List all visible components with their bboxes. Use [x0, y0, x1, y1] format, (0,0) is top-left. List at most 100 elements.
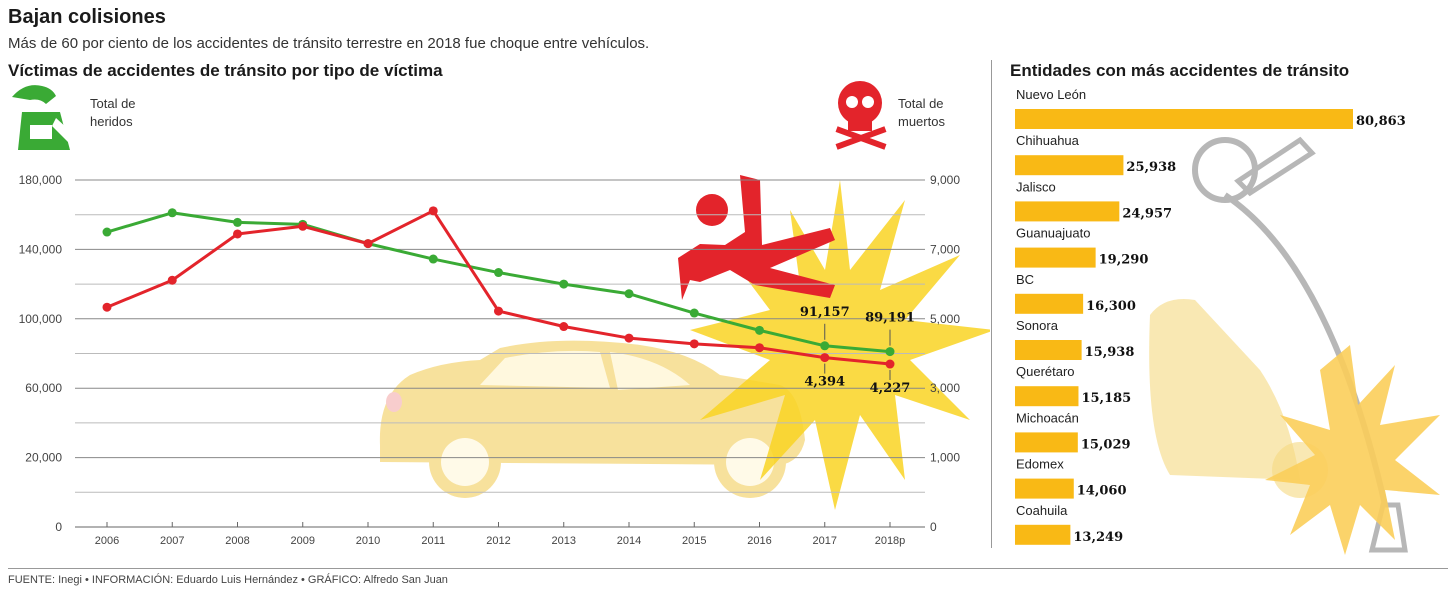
x-tick-label: 2014 — [617, 535, 641, 547]
bar-category-label: Sonora — [1016, 318, 1059, 333]
bar-value-label: 15,029 — [1081, 437, 1131, 452]
data-point — [102, 227, 112, 237]
data-point — [428, 254, 438, 264]
data-point — [167, 208, 177, 218]
legend-heridos: Total de heridos — [90, 96, 136, 129]
x-tick-label: 2015 — [682, 535, 706, 547]
y-right-tick-label: 7,000 — [930, 242, 960, 256]
y-right-tick-label: 3,000 — [930, 381, 960, 395]
explosion-illustration — [690, 180, 990, 510]
data-point — [689, 339, 699, 349]
x-tick-label: 2012 — [486, 535, 510, 547]
chart-lines — [102, 206, 895, 369]
x-tick-label: 2008 — [225, 535, 249, 547]
y-left-tick-label: 20,000 — [25, 451, 62, 465]
y-left-tick-label: 60,000 — [25, 381, 62, 395]
bar-value-label: 13,249 — [1073, 530, 1123, 545]
y-left-tick-label: 0 — [55, 520, 62, 534]
x-tick-label: 2006 — [95, 535, 119, 547]
data-point — [428, 206, 438, 216]
bar — [1015, 109, 1353, 129]
bar-category-label: BC — [1016, 272, 1034, 287]
bar-category-label: Jalisco — [1016, 179, 1056, 194]
bar-value-label: 16,300 — [1086, 299, 1136, 314]
bar — [1015, 155, 1124, 176]
x-tick-label: 2007 — [160, 535, 184, 547]
bar-value-label: 19,290 — [1099, 253, 1149, 268]
bar-value-label: 15,938 — [1085, 345, 1135, 360]
data-point — [820, 353, 830, 363]
bar-chart: Nuevo León 80,863 Chihuahua 25,938 Jalisco 24… — [1015, 87, 1440, 555]
bar-value-label: 80,863 — [1356, 114, 1406, 129]
data-point — [755, 343, 764, 353]
y-right-tick-label: 0 — [930, 520, 937, 534]
falling-person-icon — [678, 175, 835, 300]
annotation-label: 4,227 — [870, 381, 911, 396]
data-point — [885, 347, 895, 357]
bars-group: Nuevo León 80,863 Chihuahua 25,938 Jalisco 24… — [1015, 87, 1406, 545]
line-chart: 180,000 140,000 100,000 60,000 20,000 0 9,000 7… — [12, 81, 990, 547]
page-subtitle: Más de 60 por ciento de los accidentes d… — [8, 35, 650, 52]
bar — [1015, 478, 1074, 499]
data-point — [885, 359, 895, 369]
x-tick-label: 2011 — [421, 535, 445, 547]
annotation-label: 91,157 — [800, 305, 850, 320]
bar-value-label: 14,060 — [1077, 484, 1127, 499]
data-point — [363, 239, 373, 249]
annotation-label: 4,394 — [804, 375, 845, 390]
bar-value-label: 15,185 — [1081, 391, 1131, 406]
x-tick-label: 2018p — [875, 535, 906, 547]
data-point — [494, 268, 503, 278]
y-left-tick-label: 100,000 — [19, 312, 63, 326]
source-footer: FUENTE: Inegi • INFORMACIÓN: Eduardo Lui… — [8, 574, 448, 586]
annotation-label: 89,191 — [865, 311, 915, 326]
data-point — [755, 325, 764, 335]
data-point — [298, 221, 308, 231]
bar-category-label: Coahuila — [1016, 503, 1068, 518]
y-right-tick-label: 9,000 — [930, 173, 960, 187]
bar — [1015, 524, 1071, 545]
x-tick-label: 2016 — [747, 535, 771, 547]
data-point — [624, 333, 634, 343]
y-right-tick-label: 1,000 — [930, 451, 960, 465]
data-point — [559, 322, 569, 332]
y-right-tick-label: 5,000 — [930, 312, 960, 326]
data-point — [233, 229, 242, 239]
bar-value-label: 24,957 — [1122, 206, 1172, 221]
injured-person-icon — [12, 85, 80, 150]
data-point — [167, 275, 177, 285]
bar — [1015, 340, 1082, 360]
data-point — [494, 306, 503, 316]
section-divider — [991, 60, 992, 548]
data-point — [624, 289, 634, 299]
car-illustration — [379, 340, 805, 498]
bar-category-label: Edomex — [1016, 457, 1064, 472]
data-point — [820, 341, 830, 351]
page-title: Bajan colisiones — [8, 6, 166, 28]
data-point — [102, 302, 112, 312]
skull-crossbones-icon — [835, 81, 887, 150]
bar-category-label: Michoacán — [1016, 410, 1079, 425]
data-point — [689, 308, 699, 318]
bar — [1015, 293, 1084, 314]
bar — [1015, 201, 1120, 222]
x-tick-label: 2010 — [356, 535, 380, 547]
right-chart-title: Entidades con más accidentes de tránsito — [1010, 61, 1350, 80]
bar — [1015, 247, 1096, 268]
streetlight-illustration — [1149, 136, 1440, 555]
y-left-tick-label: 180,000 — [19, 173, 63, 187]
left-chart-title: Víctimas de accidentes de tránsito por t… — [8, 61, 443, 80]
bar-category-label: Chihuahua — [1016, 133, 1080, 148]
bar — [1015, 432, 1078, 453]
footer-rule — [8, 568, 1448, 569]
bar — [1015, 386, 1079, 407]
x-tick-label: 2009 — [291, 535, 315, 547]
bar-value-label: 25,938 — [1126, 160, 1176, 175]
legend-muertos: Total de muertos — [898, 96, 945, 129]
data-point — [559, 279, 569, 289]
x-tick-label: 2013 — [552, 535, 576, 547]
y-left-tick-label: 140,000 — [19, 242, 63, 256]
bar-category-label: Nuevo León — [1016, 87, 1086, 102]
bar-category-label: Querétaro — [1016, 364, 1075, 379]
chart-labels: 180,000 140,000 100,000 60,000 20,000 0 9,000 7… — [19, 173, 961, 547]
